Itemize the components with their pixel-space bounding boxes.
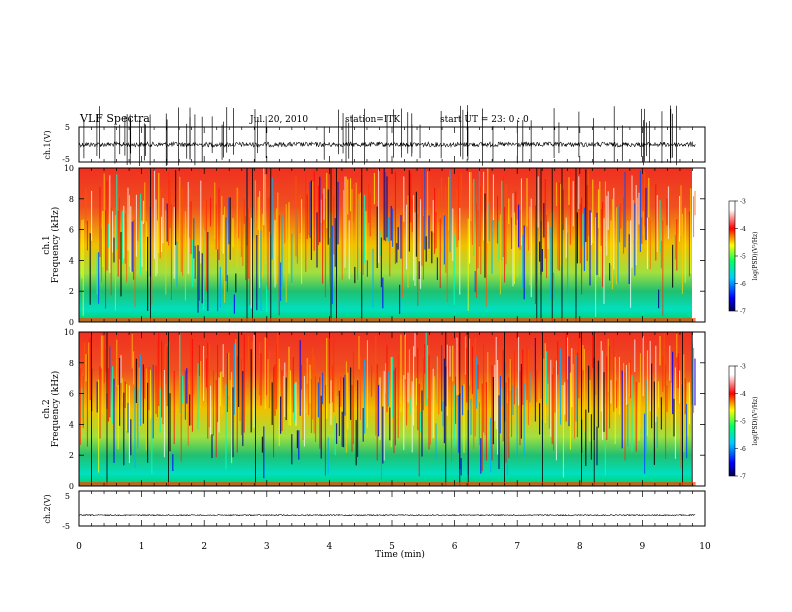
time-tick-label: 10 bbox=[699, 542, 711, 552]
time-axis: 0 1 2 3 4 5 6 7 8 9 10 bbox=[76, 127, 711, 552]
ch1-spectrogram-stripes bbox=[78, 168, 696, 322]
colorbar-tick-label: -3 bbox=[740, 199, 746, 206]
spectrogram-ytick-label: 4 bbox=[69, 256, 74, 265]
time-tick-label: 1 bbox=[139, 542, 145, 552]
spectrogram-ytick-label: 6 bbox=[69, 390, 74, 399]
spectrogram-ytick-label: 0 bbox=[69, 318, 74, 327]
spectrogram-ytick-label: 4 bbox=[69, 420, 74, 429]
spectrogram-ytick-label: 8 bbox=[69, 359, 74, 368]
time-tick-label: 7 bbox=[514, 542, 520, 552]
ch2-waveform-trace bbox=[78, 513, 696, 517]
spectrogram-ytick-label: 10 bbox=[64, 328, 74, 337]
ch2-waveform-panel: 5 -5 ch.2(V) bbox=[43, 490, 706, 531]
spectrogram-ytick-label: 10 bbox=[64, 164, 74, 173]
time-tick-label: 9 bbox=[640, 542, 646, 552]
ch2-spectrogram-ylabel: Frequency (kHz) bbox=[50, 371, 61, 448]
ch2-colorbar-ticks: -3 -4 -5 -6 -7 bbox=[735, 364, 746, 481]
spectrogram-ytick-label: 2 bbox=[69, 451, 74, 460]
waveform-line bbox=[78, 513, 696, 517]
time-tick-label: 3 bbox=[264, 542, 270, 552]
ch1-colorbar-label: log(PSD)(V²/Hz) bbox=[752, 232, 759, 281]
spectrogram-ytick-label: 2 bbox=[69, 287, 74, 296]
colorbar-tick-label: -6 bbox=[740, 446, 746, 453]
colorbar-tick-label: -5 bbox=[740, 419, 746, 426]
ch2-waveform-ylabel: ch.2(V) bbox=[43, 494, 52, 523]
ch1-waveform-ylabel: ch.1(V) bbox=[43, 130, 52, 159]
ch2-colorbar-label: log(PSD)(V²/Hz) bbox=[752, 397, 759, 446]
time-tick-label: 6 bbox=[452, 542, 458, 552]
colorbar-tick-label: -6 bbox=[740, 281, 746, 288]
time-tick-label: 4 bbox=[327, 542, 333, 552]
ch2-spectrogram-background bbox=[79, 332, 692, 486]
ch1-spectrogram-ylabel-channel: ch.1 bbox=[42, 235, 52, 254]
spectrogram-low-band bbox=[79, 482, 696, 486]
time-tick-label: 8 bbox=[577, 542, 583, 552]
ch1-waveform-panel: 5 -5 ch.1(V) bbox=[43, 105, 706, 166]
spectrogram-ytick-label: 8 bbox=[69, 195, 74, 204]
station-label: station=ITK bbox=[345, 115, 400, 125]
ch1-colorbar-ticks: -3 -4 -5 -6 -7 bbox=[735, 199, 746, 316]
ch1-spectrogram-yticks: 0 2 4 6 8 10 bbox=[64, 164, 705, 327]
ch1-colorbar bbox=[728, 200, 736, 312]
time-tick-label: 5 bbox=[389, 542, 395, 552]
time-tick-label: 0 bbox=[76, 542, 82, 552]
colorbar-tick-label: -7 bbox=[740, 309, 746, 316]
spectrogram-ytick-label: 6 bbox=[69, 226, 74, 235]
ch2-waveform-ytick-bottom: -5 bbox=[62, 522, 70, 531]
time-axis-label: Time (min) bbox=[375, 549, 425, 560]
spectrogram-ytick-label: 0 bbox=[69, 482, 74, 491]
time-tick-label: 2 bbox=[201, 542, 207, 552]
ch1-waveform-ytick-top: 5 bbox=[65, 123, 70, 132]
ch2-spectrogram-yticks: 0 2 4 6 8 10 bbox=[64, 328, 705, 491]
colorbar-tick-label: -4 bbox=[740, 226, 746, 233]
date-label: Jul. 20, 2010 bbox=[249, 115, 308, 125]
colorbar-tick-label: -5 bbox=[740, 254, 746, 261]
ch1-waveform-trace bbox=[78, 105, 696, 166]
ch2-spectrogram-stripes bbox=[78, 332, 696, 486]
ch1-spectrogram-ylabel: Frequency (kHz) bbox=[50, 207, 61, 284]
colorbar-tick-label: -7 bbox=[740, 474, 746, 481]
colorbar-tick-label: -3 bbox=[740, 364, 746, 371]
ch2-spectrogram-ylabel-channel: ch.2 bbox=[42, 399, 52, 418]
start-time-label: start UT = 23: 0 : 0 bbox=[440, 115, 529, 125]
ch2-colorbar bbox=[728, 365, 736, 477]
colorbar-tick-label: -4 bbox=[740, 391, 746, 398]
spectrogram-low-band bbox=[79, 318, 696, 322]
ch1-waveform-ytick-bottom: -5 bbox=[62, 155, 70, 164]
ch2-waveform-ytick-top: 5 bbox=[65, 492, 70, 501]
